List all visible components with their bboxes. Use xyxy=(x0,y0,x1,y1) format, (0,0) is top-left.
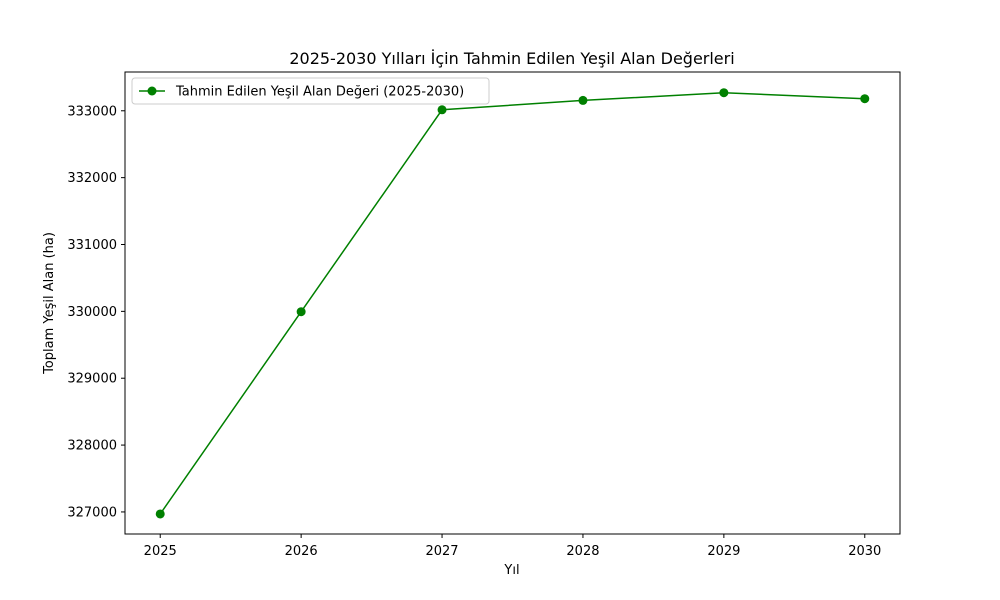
data-point xyxy=(578,95,588,105)
legend-marker-swatch xyxy=(147,86,157,96)
y-tick-label: 331000 xyxy=(67,238,117,253)
plot-area xyxy=(155,88,870,519)
legend: Tahmin Edilen Yeşil Alan Değeri (2025-20… xyxy=(131,77,490,105)
x-tick-label: 2030 xyxy=(848,544,881,559)
y-tick-label: 327000 xyxy=(67,505,117,520)
data-point xyxy=(296,307,306,317)
x-tick-label: 2027 xyxy=(425,544,458,559)
x-tick-label: 2026 xyxy=(285,544,318,559)
data-point xyxy=(719,88,729,98)
data-point xyxy=(155,509,165,519)
y-tick-label: 328000 xyxy=(67,439,117,454)
x-axis: 2025 2026 2027 2028 2029 2030 xyxy=(144,534,881,559)
y-axis-title: Toplam Yeşil Alan (ha) xyxy=(42,232,57,375)
data-point xyxy=(437,105,447,115)
chart-title: 2025-2030 Yılları İçin Tahmin Edilen Yeş… xyxy=(289,49,734,68)
legend-label: Tahmin Edilen Yeşil Alan Değeri (2025-20… xyxy=(175,85,464,100)
y-tick-label: 333000 xyxy=(67,104,117,119)
plot-frame xyxy=(124,71,901,535)
x-tick-label: 2025 xyxy=(144,544,177,559)
x-tick-label: 2029 xyxy=(707,544,740,559)
x-axis-title: Yıl xyxy=(503,563,519,578)
y-axis: 327000 328000 329000 330000 331000 332000 3330… xyxy=(67,104,125,520)
legend-box xyxy=(131,77,490,105)
y-tick-label: 332000 xyxy=(67,171,117,186)
y-tick-label: 329000 xyxy=(67,372,117,387)
series-line xyxy=(159,91,865,515)
data-point xyxy=(860,94,870,104)
x-tick-label: 2028 xyxy=(566,544,599,559)
y-tick-label: 330000 xyxy=(67,305,117,320)
